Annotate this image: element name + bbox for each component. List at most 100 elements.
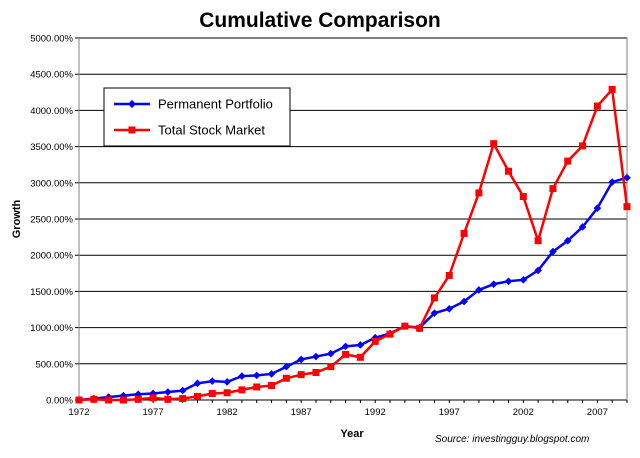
legend-box [103,87,291,147]
data-point [460,229,468,237]
data-point [297,371,305,379]
x-tick-label: 1987 [291,407,312,418]
x-tick-label: 2002 [513,407,534,418]
data-point [519,193,527,201]
axes [78,38,628,403]
data-point [267,370,276,378]
data-point [371,333,380,342]
data-point [134,390,143,399]
x-tick-label: 1972 [68,407,89,418]
legend-marker [128,126,136,134]
data-point [356,353,364,361]
gridlines [75,37,627,401]
data-point [119,396,127,404]
y-tick-label: 1000.00% [30,323,73,334]
data-point [282,362,291,371]
y-tick-label: 1500.00% [30,287,73,298]
chart-title: Cumulative Comparison [199,9,441,32]
data-point [90,395,98,403]
data-point [460,297,468,306]
data-point [430,294,438,302]
data-point [623,203,631,211]
y-tick-label: 0.00% [46,396,73,407]
data-point [401,322,409,330]
data-point [223,389,231,397]
data-point [268,382,276,390]
data-point [193,392,201,400]
data-point [579,142,587,150]
data-point [445,304,454,313]
data-point [608,178,616,186]
data-point [238,372,246,380]
data-point [149,394,157,402]
data-point [164,395,172,403]
data-point [327,363,335,371]
y-tick-labels: 0.00% 500.00% 1000.00% 1500.00% 2000.00% 2500… [30,34,73,407]
data-point [193,379,202,388]
data-point [386,330,394,338]
data-point [593,102,601,110]
data-point [75,396,83,404]
data-point [326,349,335,358]
data-point [505,167,513,175]
legend: Permanent Portfolio Total Stock Market [103,87,291,147]
legend-label: Permanent Portfolio [158,97,273,112]
data-point [475,286,483,294]
data-point [519,276,528,284]
data-point [578,223,587,231]
data-point [475,189,483,197]
x-tick-label: 1977 [142,407,163,418]
y-tick-label: 3000.00% [30,178,73,189]
data-point [564,157,572,165]
data-point [178,386,187,395]
data-point [608,85,616,93]
data-point [164,388,172,396]
data-point [223,378,231,386]
y-tick-label: 3500.00% [30,142,73,153]
data-point [371,337,379,345]
data-point [430,309,439,317]
data-point [312,368,320,376]
source-note: Source: investingguy.blogspot.com [435,434,589,445]
data-point [593,204,602,212]
data-point [549,185,557,193]
legend-marker [128,100,136,108]
x-tick-label: 1992 [365,407,386,418]
data-point [342,350,350,358]
data-point [356,341,365,349]
data-point [208,377,217,385]
x-tick-labels: 1972 1977 1982 1987 1992 1997 2002 2007 [68,407,608,418]
legend-label: Total Stock Market [158,123,265,138]
data-point [297,355,305,364]
x-tick-label: 1982 [217,407,238,418]
data-point [534,266,542,275]
data-point [563,236,572,245]
data-point [312,352,320,361]
data-point [549,247,557,256]
data-point [238,386,246,394]
y-tick-label: 5000.00% [30,34,73,45]
y-axis-label: Growth [11,199,23,238]
data-point [179,395,187,403]
y-tick-label: 2000.00% [30,251,73,262]
series-line [78,176,628,402]
data-point [489,280,498,288]
data-point [490,140,498,148]
data-point [208,389,216,397]
x-tick-label: 1997 [439,407,460,418]
data-point [416,324,424,332]
y-tick-label: 4500.00% [30,70,73,81]
data-point [252,371,261,380]
y-tick-label: 500.00% [35,359,73,370]
data-point [105,396,113,404]
data-point [534,237,542,245]
y-tick-label: 4000.00% [30,106,73,117]
data-point [134,395,142,403]
y-tick-label: 2500.00% [30,215,73,226]
x-tick-label: 2007 [587,407,608,418]
x-axis-label: Year [340,428,364,440]
data-point [341,342,350,351]
series [75,85,631,404]
